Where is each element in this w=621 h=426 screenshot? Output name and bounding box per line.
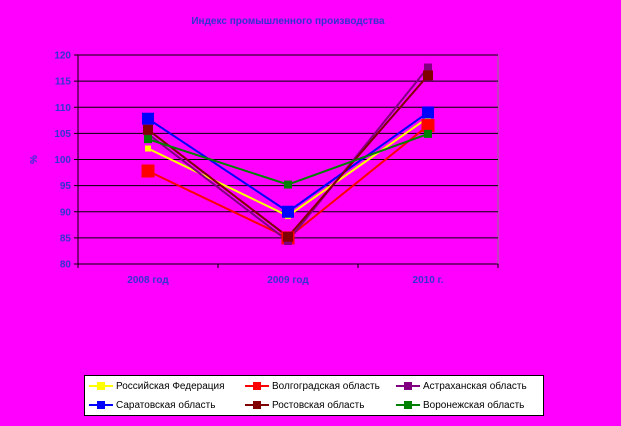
legend-swatch-marker bbox=[97, 382, 105, 390]
chart-legend: Российская Федерация Волгоградская област… bbox=[84, 375, 544, 416]
x-tick-label: 2008 год bbox=[127, 275, 169, 286]
y-axis-label: % bbox=[29, 155, 40, 164]
legend-swatch-marker bbox=[253, 382, 261, 390]
legend-swatch bbox=[89, 380, 113, 392]
series-4-point bbox=[142, 112, 154, 125]
legend-swatch-marker bbox=[97, 401, 105, 409]
y-tick-label: 90 bbox=[60, 207, 72, 218]
legend-item: Воронежская область bbox=[396, 398, 524, 412]
series-5-point bbox=[283, 231, 293, 242]
legend-swatch-marker bbox=[404, 382, 412, 390]
series-2-point bbox=[141, 164, 155, 178]
series-6-point bbox=[424, 129, 432, 138]
legend-swatch bbox=[396, 399, 420, 411]
legend-label: Саратовская область bbox=[116, 399, 216, 411]
x-tick-label: 2010 г. bbox=[413, 275, 444, 286]
y-tick-label: 115 bbox=[55, 77, 72, 88]
y-tick-label: 85 bbox=[60, 233, 72, 244]
legend-swatch bbox=[89, 399, 113, 411]
series-4-point bbox=[422, 106, 434, 119]
y-tick-label: 80 bbox=[60, 260, 72, 271]
series-5-point bbox=[143, 124, 153, 135]
legend-swatch bbox=[396, 380, 420, 392]
series-1-point bbox=[145, 145, 151, 152]
legend-item: Волгоградская область bbox=[245, 379, 380, 393]
series-2-point bbox=[421, 119, 435, 133]
series-5-point bbox=[423, 70, 433, 81]
chart-title: Индекс промышленного производства bbox=[191, 16, 385, 27]
legend-item: Астраханская область bbox=[396, 379, 527, 393]
series-4-point bbox=[282, 205, 294, 218]
y-tick-label: 95 bbox=[60, 181, 72, 192]
legend-swatch-marker bbox=[253, 401, 261, 409]
series-6-point bbox=[284, 180, 292, 189]
legend-item: Ростовская область bbox=[245, 398, 364, 412]
legend-label: Российская Федерация bbox=[116, 380, 225, 392]
legend-swatch bbox=[245, 399, 269, 411]
legend-label: Воронежская область bbox=[423, 399, 525, 411]
y-tick-label: 100 bbox=[54, 155, 71, 166]
series-3-point bbox=[424, 63, 432, 72]
legend-item: Саратовская область bbox=[89, 398, 215, 412]
y-tick-label: 105 bbox=[54, 129, 71, 140]
series-6-point bbox=[144, 135, 152, 144]
legend-label: Волгоградская область bbox=[272, 380, 380, 392]
y-tick-label: 120 bbox=[54, 51, 71, 62]
legend-swatch-marker bbox=[404, 401, 412, 409]
legend-label: Ростовская область bbox=[272, 399, 365, 411]
x-tick-label: 2009 год bbox=[267, 275, 309, 286]
legend-item: Российская Федерация bbox=[89, 379, 225, 393]
legend-swatch bbox=[245, 380, 269, 392]
legend-label: Астраханская область bbox=[423, 380, 527, 392]
y-tick-label: 110 bbox=[55, 103, 72, 114]
